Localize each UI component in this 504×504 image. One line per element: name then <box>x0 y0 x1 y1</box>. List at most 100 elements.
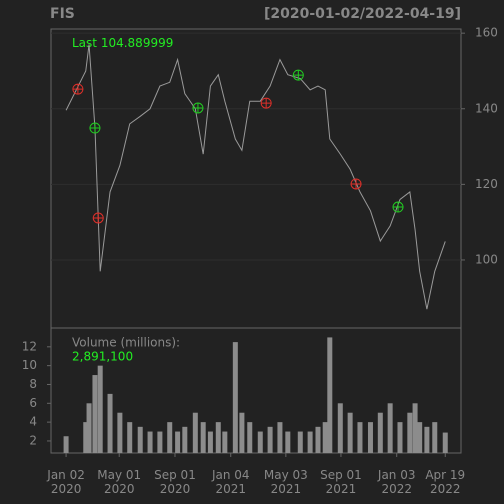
volume-bar <box>307 431 313 453</box>
marker-cross <box>89 123 100 134</box>
volume-bar <box>97 365 103 453</box>
volume-bar <box>367 422 373 453</box>
volume-bar <box>215 422 221 453</box>
volume-bar <box>137 426 143 453</box>
volume-bar <box>277 422 283 453</box>
y-tick-label: 4 <box>29 415 37 429</box>
volume-bar <box>232 342 238 453</box>
volume-bar <box>424 426 430 453</box>
volume-bar <box>86 403 92 453</box>
volume-bar <box>222 431 228 453</box>
marker-cross <box>351 178 362 189</box>
last-value: 104.889999 <box>101 36 174 50</box>
volume-bar <box>397 422 403 453</box>
x-tick-label-line: Sep 01 <box>320 468 362 482</box>
volume-bar <box>127 422 133 453</box>
volume-bar <box>347 412 353 453</box>
volume-bar <box>182 426 188 453</box>
signal-marker <box>260 97 272 109</box>
x-tick-label-line: 2020 <box>160 482 191 496</box>
volume-bar <box>412 403 418 453</box>
volume-bar <box>327 337 333 453</box>
x-tick-label: Apr 19 2022 <box>425 468 465 496</box>
signal-marker <box>392 201 404 213</box>
signal-marker <box>89 122 101 134</box>
volume-bar <box>175 431 181 453</box>
last-prefix: Last <box>72 36 97 50</box>
volume-bar <box>442 432 448 453</box>
x-tick-label: Jan 03 2022 <box>377 468 416 496</box>
x-tick-label-line: 2021 <box>326 482 357 496</box>
signal-marker <box>92 212 104 224</box>
marker-cross <box>293 70 304 81</box>
volume-bar <box>267 426 273 453</box>
x-tick-label-line: Sep 01 <box>154 468 196 482</box>
y-tick-label: 12 <box>22 339 37 353</box>
volume-bar <box>315 426 321 453</box>
volume-bar <box>207 431 213 453</box>
x-tick-label-line: May 01 <box>97 468 141 482</box>
x-tick-label: Jan 04 2021 <box>211 468 250 496</box>
volume-bar <box>167 422 173 453</box>
x-tick-label-line: 2020 <box>104 482 135 496</box>
volume-bar <box>297 431 303 453</box>
volume-bar <box>247 422 253 453</box>
x-tick-label-line: 2022 <box>381 482 412 496</box>
x-tick-label: Sep 01 2020 <box>154 468 196 496</box>
x-tick-label-line: Jan 03 <box>377 468 416 482</box>
y-tick-label: 140 <box>475 101 498 115</box>
volume-bar <box>417 422 423 453</box>
volume-bar <box>407 412 413 453</box>
volume-bar <box>117 412 123 453</box>
volume-bar <box>192 412 198 453</box>
y-tick-label: 8 <box>29 377 37 391</box>
signal-marker <box>292 69 304 81</box>
panel <box>50 28 462 454</box>
volume-bar <box>239 412 245 453</box>
y-tick-label: 100 <box>475 252 498 266</box>
volume-bar <box>257 431 263 453</box>
x-tick-label-line: Jan 02 <box>46 468 85 482</box>
volume-bar <box>92 375 98 453</box>
volume-bar <box>107 393 113 453</box>
volume-bar <box>285 431 291 453</box>
date-range: [2020-01-02/2022-04-19] <box>264 6 461 22</box>
volume-bar <box>322 422 328 453</box>
x-tick-label-line: 2022 <box>430 482 461 496</box>
volume-title: Volume (millions): <box>72 336 180 350</box>
x-tick-label-line: Apr 19 <box>425 468 465 482</box>
marker-cross <box>72 84 83 95</box>
volume-last: 2,891,100 <box>72 350 133 364</box>
marker-cross <box>192 103 203 114</box>
x-tick-label: Sep 01 2021 <box>320 468 362 496</box>
volume-bar <box>147 431 153 453</box>
x-tick-label-line: 2020 <box>51 482 82 496</box>
x-tick-label: May 01 2020 <box>97 468 141 496</box>
y-tick-label: 6 <box>29 396 37 410</box>
volume-bar <box>387 403 393 453</box>
y-tick-label: 120 <box>475 177 498 191</box>
y-tick-label: 10 <box>22 358 37 372</box>
volume-bar <box>337 403 343 453</box>
marker-cross <box>261 98 272 109</box>
chart-title: FIS <box>50 6 75 22</box>
x-tick-label-line: May 03 <box>264 468 308 482</box>
y-tick-label: 160 <box>475 26 498 40</box>
marker-cross <box>93 213 104 224</box>
price-line <box>65 44 446 310</box>
marker-cross <box>393 202 404 213</box>
signal-marker <box>350 178 362 190</box>
x-tick-label-line: 2021 <box>215 482 246 496</box>
x-tick-label-line: Jan 04 <box>211 468 250 482</box>
volume-bar <box>83 422 89 453</box>
volume-bar <box>63 436 69 453</box>
x-tick-label-line: 2021 <box>271 482 302 496</box>
volume-bar <box>200 422 206 453</box>
signal-marker <box>72 83 84 95</box>
signal-marker <box>192 102 204 114</box>
y-tick-label: 2 <box>29 433 37 447</box>
volume-bar <box>357 422 363 453</box>
last-label: Last 104.889999 <box>72 36 173 50</box>
x-tick-label: Jan 02 2020 <box>46 468 85 496</box>
